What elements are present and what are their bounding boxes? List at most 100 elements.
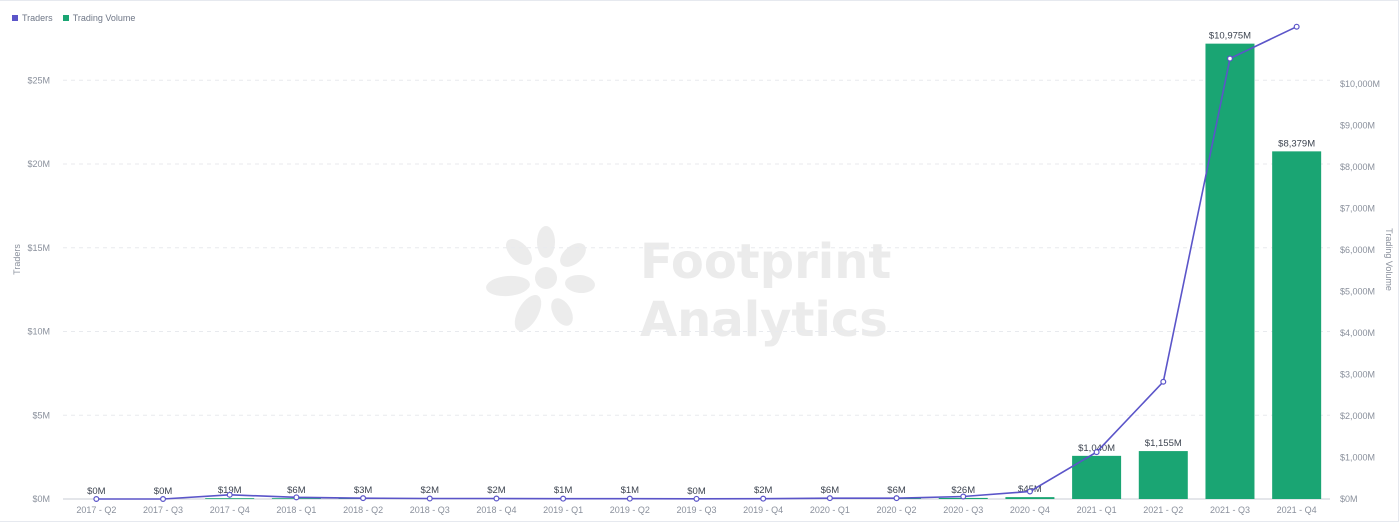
x-tick-label: 2021 - Q1 — [1077, 505, 1117, 515]
right-tick-label: $5,000M — [1340, 287, 1375, 297]
volume-bars — [205, 43, 1322, 499]
traders-point[interactable] — [826, 495, 833, 502]
x-tick-label: 2018 - Q4 — [476, 505, 516, 515]
volume-bar-labels: $0M $0M $19M $6M $3M $2M $2M $1M $1M $0M $2M $6M $6M… — [87, 31, 1315, 497]
volume-bar-label: $19M — [218, 485, 242, 496]
traders-point[interactable] — [1160, 378, 1167, 385]
watermark-line2: Analytics — [640, 292, 888, 348]
volume-bar[interactable] — [1205, 43, 1255, 499]
left-axis-title: Traders — [12, 244, 22, 275]
volume-bar[interactable] — [1072, 455, 1122, 499]
volume-bar-label: $1,155M — [1145, 438, 1182, 449]
traders-point[interactable] — [1293, 23, 1300, 30]
watermark-logo-icon — [486, 226, 595, 332]
volume-bar-label: $2M — [421, 485, 440, 496]
right-tick-label: $2,000M — [1340, 411, 1375, 421]
traders-point[interactable] — [960, 493, 967, 500]
x-tick-label: 2017 - Q2 — [76, 505, 116, 515]
right-axis-title: Trading Volume — [1384, 228, 1394, 291]
traders-point[interactable] — [93, 496, 100, 503]
watermark-line1: Footprint — [640, 234, 891, 290]
x-tick-label: 2018 - Q1 — [276, 505, 316, 515]
traders-point[interactable] — [226, 491, 233, 498]
legend: Traders Trading Volume — [12, 13, 135, 23]
x-tick-label: 2021 - Q4 — [1277, 505, 1317, 515]
legend-item-traders[interactable]: Traders — [12, 13, 53, 23]
volume-bar[interactable] — [1272, 151, 1322, 499]
traders-point[interactable] — [560, 495, 567, 502]
x-tick-label: 2020 - Q4 — [1010, 505, 1050, 515]
volume-bar-label: $6M — [287, 485, 306, 496]
x-tick-label: 2020 - Q3 — [943, 505, 983, 515]
traders-point[interactable] — [693, 495, 700, 502]
right-tick-label: $8,000M — [1340, 162, 1375, 172]
volume-bar-label: $0M — [154, 486, 173, 497]
right-tick-label: $10,000M — [1340, 79, 1380, 89]
volume-bar[interactable] — [1005, 497, 1055, 499]
volume-bar-label: $0M — [687, 486, 706, 497]
x-tick-label: 2017 - Q4 — [210, 505, 250, 515]
left-tick-label: $15M — [27, 243, 50, 253]
x-tick-label: 2019 - Q2 — [610, 505, 650, 515]
left-axis-ticks: $0M $5M $10M $15M $20M $25M — [27, 75, 50, 504]
traders-point[interactable] — [760, 495, 767, 502]
right-tick-label: $0M — [1340, 494, 1358, 504]
volume-bar-label: $6M — [887, 485, 906, 496]
left-tick-label: $0M — [32, 494, 50, 504]
volume-bar-label: $6M — [821, 485, 840, 496]
traders-line-series — [93, 23, 1300, 503]
volume-bar-label: $1,040M — [1078, 443, 1115, 454]
volume-bar-label: $2M — [487, 485, 506, 496]
volume-bar-label: $2M — [754, 485, 773, 496]
x-tick-label: 2020 - Q2 — [877, 505, 917, 515]
traders-point[interactable] — [626, 495, 633, 502]
volume-bar[interactable] — [1138, 451, 1188, 499]
volume-bar-label: $10,975M — [1209, 31, 1251, 42]
right-tick-label: $4,000M — [1340, 328, 1375, 338]
gridlines — [63, 79, 1330, 416]
x-tick-label: 2019 - Q4 — [743, 505, 783, 515]
traders-point[interactable] — [293, 494, 300, 501]
volume-bar-label: $8,379M — [1278, 138, 1315, 149]
volume-bar-label: $3M — [354, 485, 373, 496]
left-tick-label: $5M — [32, 410, 50, 420]
legend-swatch-volume — [62, 15, 69, 21]
x-tick-label: 2019 - Q3 — [676, 505, 716, 515]
legend-label-traders: Traders — [22, 13, 53, 23]
x-tick-label: 2021 - Q3 — [1210, 505, 1250, 515]
x-axis-ticks: 2017 - Q2 2017 - Q3 2017 - Q4 2018 - Q1 2018… — [76, 505, 1316, 515]
x-tick-label: 2018 - Q2 — [343, 505, 383, 515]
traders-point[interactable] — [493, 495, 500, 502]
right-tick-label: $7,000M — [1340, 204, 1375, 214]
right-tick-label: $1,000M — [1340, 453, 1375, 463]
right-tick-label: $3,000M — [1340, 370, 1375, 380]
traders-point[interactable] — [1226, 55, 1233, 62]
traders-point[interactable] — [426, 495, 433, 502]
legend-swatch-traders — [12, 15, 18, 21]
watermark: Footprint Analytics — [486, 226, 891, 348]
left-tick-label: $20M — [27, 159, 50, 169]
legend-item-volume[interactable]: Trading Volume — [62, 13, 136, 23]
traders-point[interactable] — [360, 495, 367, 502]
right-tick-label: $6,000M — [1340, 245, 1375, 255]
traders-point[interactable] — [1093, 449, 1100, 456]
left-tick-label: $10M — [27, 327, 50, 337]
right-tick-label: $9,000M — [1340, 121, 1375, 131]
x-tick-label: 2021 - Q2 — [1143, 505, 1183, 515]
right-axis-ticks: $0M $1,000M $2,000M $3,000M $4,000M $5,000M $6… — [1340, 79, 1380, 504]
volume-bar[interactable] — [205, 498, 255, 499]
traders-point[interactable] — [1026, 488, 1033, 495]
volume-bar-label: $26M — [951, 485, 975, 496]
x-tick-label: 2019 - Q1 — [543, 505, 583, 515]
volume-bar-label: $0M — [87, 486, 106, 497]
volume-bar-label: $1M — [554, 485, 573, 496]
x-tick-label: 2018 - Q3 — [410, 505, 450, 515]
traders-point[interactable] — [160, 496, 167, 503]
x-tick-label: 2017 - Q3 — [143, 505, 183, 515]
left-tick-label: $25M — [27, 75, 50, 85]
volume-bar-label: $1M — [621, 485, 640, 496]
traders-point[interactable] — [893, 495, 900, 502]
legend-label-volume: Trading Volume — [72, 13, 136, 23]
